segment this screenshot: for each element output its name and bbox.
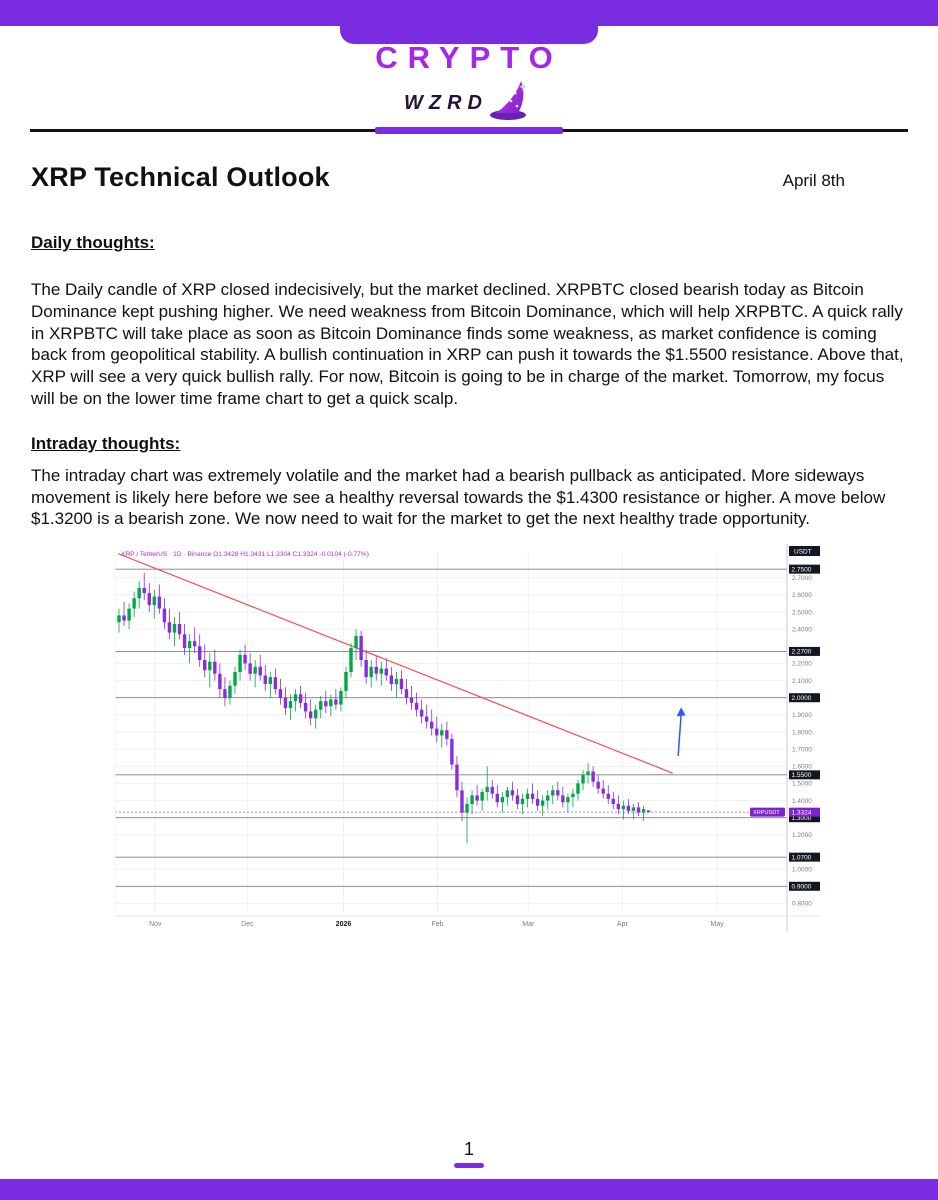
svg-text:2.5000: 2.5000	[792, 609, 812, 616]
svg-text:1.5000: 1.5000	[792, 781, 812, 788]
report-body: XRP Technical Outlook April 8th Daily th…	[31, 162, 907, 933]
report-date: April 8th	[782, 171, 845, 190]
page-number-value: 1	[463, 1139, 474, 1159]
svg-text:Nov: Nov	[149, 921, 162, 928]
svg-text:XRPUSDT: XRPUSDT	[753, 810, 780, 816]
svg-text:2.4000: 2.4000	[792, 627, 812, 634]
svg-text:2026: 2026	[336, 921, 352, 928]
svg-text:Dec: Dec	[241, 921, 254, 928]
svg-text:May: May	[710, 921, 724, 928]
bottom-accent-bar	[0, 1179, 938, 1200]
svg-text:1.5500: 1.5500	[792, 772, 812, 779]
svg-text:2.6000: 2.6000	[792, 592, 812, 599]
daily-thoughts-heading: Daily thoughts:	[31, 233, 155, 252]
svg-text:1.8000: 1.8000	[792, 729, 812, 736]
intraday-thoughts-text: The intraday chart was extremely volatil…	[31, 465, 886, 529]
page-number: 1	[0, 1139, 938, 1168]
svg-text:Apr: Apr	[617, 921, 629, 928]
svg-text:USDT: USDT	[794, 549, 812, 556]
svg-text:1.0700: 1.0700	[792, 855, 812, 862]
svg-text:2.0000: 2.0000	[792, 695, 812, 702]
top-accent-tab	[340, 0, 598, 44]
header-divider-accent	[375, 127, 563, 134]
section-daily-thoughts: Daily thoughts: The Daily candle of XRP …	[31, 233, 907, 410]
svg-text:2.2000: 2.2000	[792, 661, 812, 668]
svg-text:2.2700: 2.2700	[792, 649, 812, 656]
svg-text:XRP / TetherUS · 1D · Binance: XRP / TetherUS · 1D · Binance O1.3428 H1…	[121, 551, 369, 558]
page-title: XRP Technical Outlook	[31, 162, 330, 192]
page-number-accent	[454, 1163, 484, 1168]
svg-text:2.1000: 2.1000	[792, 678, 812, 685]
svg-text:1.6000: 1.6000	[792, 764, 812, 771]
svg-text:0.9000: 0.9000	[792, 884, 812, 891]
xrpusdt-candlestick-chart: 2.7000 2.6000 2.5000 2.4000 2.2000 2.1000 1.90…	[115, 544, 820, 933]
section-intraday-thoughts: Intraday thoughts: The intraday chart wa…	[31, 434, 907, 530]
svg-text:2.7500: 2.7500	[792, 567, 812, 574]
header-divider	[30, 127, 908, 134]
svg-text:1.3000: 1.3000	[792, 815, 812, 822]
svg-text:1.7000: 1.7000	[792, 747, 812, 754]
svg-text:Feb: Feb	[432, 921, 444, 928]
top-accent-bar	[0, 0, 938, 44]
brand-name-bottom: WZRD	[404, 92, 488, 114]
daily-thoughts-text: The Daily candle of XRP closed indecisiv…	[31, 280, 904, 408]
svg-text:1.9000: 1.9000	[792, 712, 812, 719]
svg-text:2.7000: 2.7000	[792, 575, 812, 582]
svg-text:0.8000: 0.8000	[792, 901, 812, 908]
brand-logo: CRYPTO WZRD	[0, 42, 938, 121]
intraday-thoughts-heading: Intraday thoughts:	[31, 433, 181, 453]
svg-text:1.3324: 1.3324	[792, 810, 812, 817]
wizard-hat-icon	[489, 81, 527, 120]
svg-text:Mar: Mar	[522, 921, 535, 928]
svg-text:1.2000: 1.2000	[792, 832, 812, 839]
brand-name-top: CRYPTO	[375, 40, 563, 75]
svg-text:1.0000: 1.0000	[792, 867, 812, 874]
svg-text:1.4000: 1.4000	[792, 798, 812, 805]
chart-canvas: 2.7000 2.6000 2.5000 2.4000 2.2000 2.1000 1.90…	[115, 544, 820, 933]
